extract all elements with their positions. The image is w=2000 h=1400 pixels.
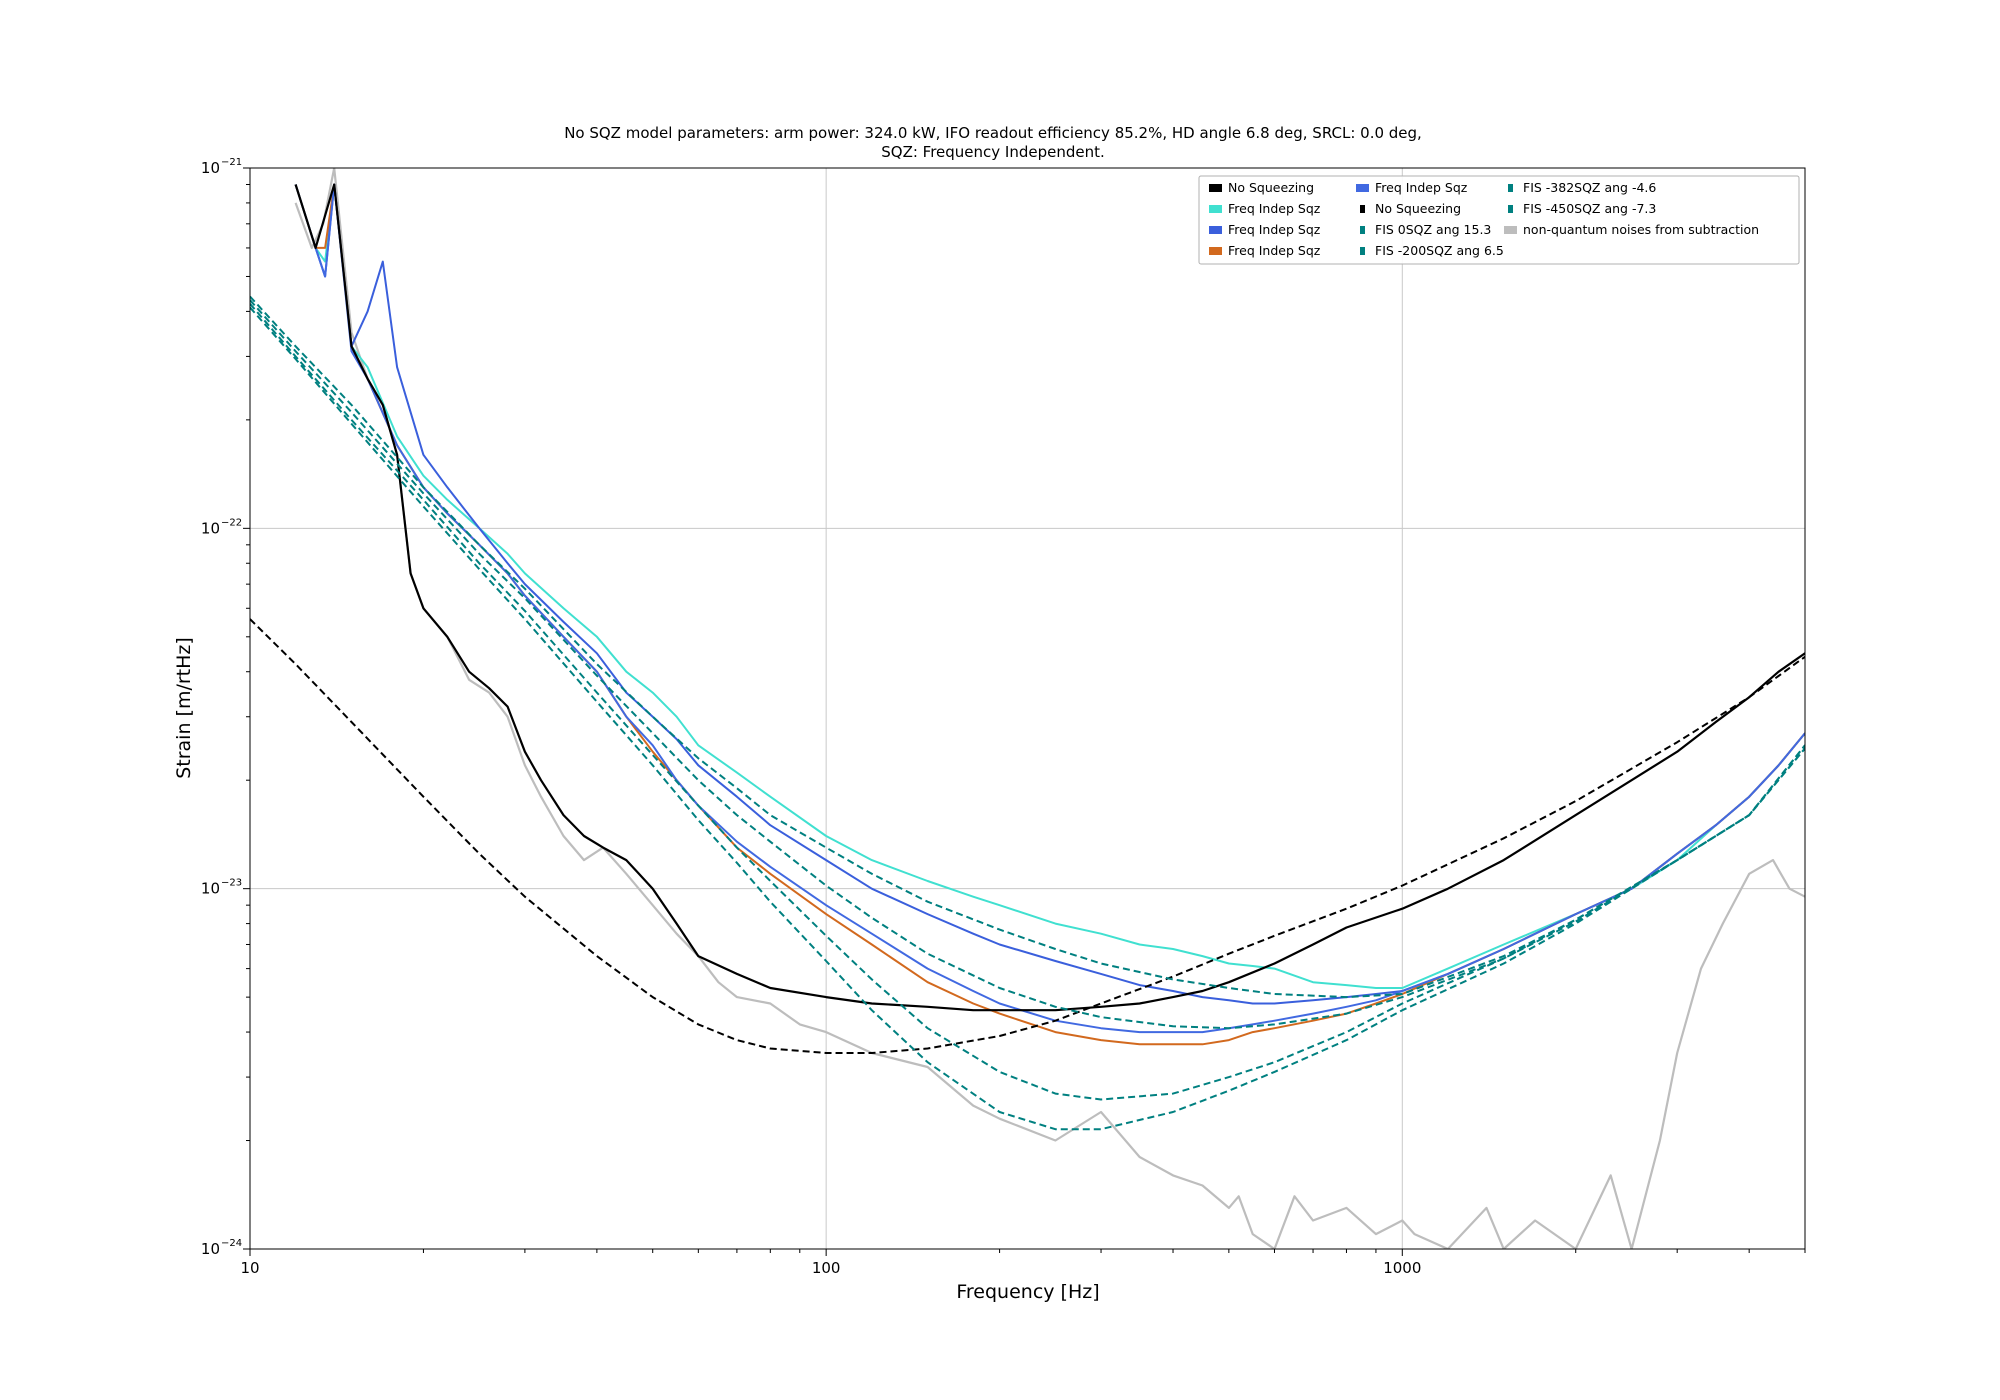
legend-label: FIS 0SQZ ang 15.3 — [1375, 222, 1491, 237]
series-line-7 — [250, 295, 1805, 999]
legend: No Squeezing Freq Indep Sqz Freq Indep Sqz… — [1198, 175, 1800, 265]
legend-marker — [1209, 226, 1222, 234]
y-tick-label: 10 — [201, 519, 220, 537]
legend-label: non-quantum noises from subtraction — [1523, 222, 1759, 237]
legend-label: FIS -450SQZ ang -7.3 — [1523, 201, 1656, 216]
x-tick-label: 10 — [240, 1259, 259, 1277]
y-tick-label: 10 — [201, 159, 220, 177]
chart-subtitle: SQZ: Frequency Independent. — [881, 143, 1105, 161]
legend-label: Freq Indep Sqz — [1228, 222, 1321, 237]
legend-marker — [1209, 247, 1222, 255]
legend-label: Freq Indep Sqz — [1228, 201, 1321, 216]
legend-marker — [1508, 205, 1513, 213]
y-tick-label: 10 — [201, 880, 220, 898]
x-axis-label: Frequency [Hz] — [956, 1281, 1099, 1303]
legend-box — [1198, 175, 1800, 265]
legend-marker — [1356, 184, 1369, 192]
legend-label: Freq Indep Sqz — [1375, 180, 1468, 195]
series-line-9 — [250, 303, 1805, 1101]
legend-marker — [1504, 226, 1517, 234]
y-tick-exponent: −22 — [221, 517, 242, 528]
x-tick-label: 1000 — [1383, 1259, 1421, 1277]
legend-label: FIS -200SQZ ang 6.5 — [1375, 243, 1504, 258]
legend-marker — [1360, 226, 1365, 234]
legend-marker — [1360, 205, 1365, 213]
series-line-1 — [294, 183, 1805, 989]
series-line-10 — [250, 306, 1805, 1131]
chart-title: No SQZ model parameters: arm power: 324.… — [564, 124, 1422, 142]
y-tick-label: 10 — [201, 1240, 220, 1258]
y-tick-exponent: −21 — [221, 157, 242, 168]
legend-marker — [1508, 184, 1513, 192]
legend-label: Freq Indep Sqz — [1228, 243, 1321, 258]
legend-label: No Squeezing — [1228, 180, 1314, 195]
legend-marker — [1360, 247, 1365, 255]
legend-marker — [1209, 184, 1222, 192]
legend-marker — [1209, 205, 1222, 213]
x-tick-label: 100 — [812, 1259, 841, 1277]
series-line-5 — [294, 183, 1805, 1012]
y-tick-exponent: −24 — [221, 1238, 242, 1249]
series-line-8 — [250, 299, 1805, 1030]
y-axis-label: Strain [m/rtHz] — [173, 637, 195, 779]
legend-label: No Squeezing — [1375, 201, 1461, 216]
legend-label: FIS -382SQZ ang -4.6 — [1523, 180, 1656, 195]
series-line-6 — [250, 618, 1805, 1054]
plot-frame — [249, 167, 1806, 1250]
series-layer — [250, 168, 1805, 1249]
y-tick-exponent: −23 — [221, 878, 242, 889]
